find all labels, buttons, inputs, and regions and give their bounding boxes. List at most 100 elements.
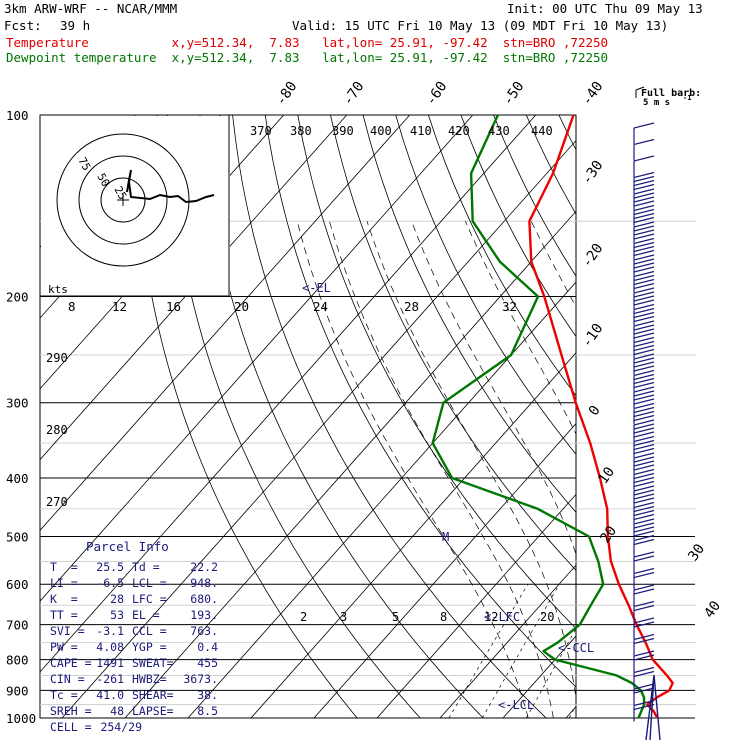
wind-barb-flag <box>633 324 655 331</box>
parcel-key: SREH = <box>50 704 92 718</box>
mixing-ratio-label: 5 <box>392 610 399 624</box>
wind-barb-flag <box>633 183 655 191</box>
pressure-label-200: 200 <box>6 290 29 305</box>
parcel-key: TT = <box>50 608 78 622</box>
hodograph-unit-label: kts <box>48 283 68 296</box>
isotherm-label: -20 <box>579 241 607 271</box>
pressure-label-300: 300 <box>6 396 29 411</box>
parcel-key: SHEAR= <box>132 688 174 702</box>
wind-barb-flag <box>633 555 655 562</box>
parcel-value: 948. <box>190 576 218 590</box>
parcel-value: 193. <box>190 608 218 622</box>
parcel-value: 53 <box>110 608 124 622</box>
parcel-key: K = <box>50 592 78 606</box>
isotherm-label: -40 <box>579 79 607 109</box>
isotherm-label: 20 <box>597 523 620 546</box>
wind-barb-flag <box>633 225 655 232</box>
parcel-key: HWBZ= <box>132 672 167 686</box>
wind-barb-flag <box>633 414 655 422</box>
wind-barb-flag <box>633 480 655 488</box>
pressure-label-600: 600 <box>6 577 29 592</box>
theta-label: 370 <box>250 124 272 138</box>
dry-adiabat-line <box>689 115 740 731</box>
isotherm-line <box>40 115 348 461</box>
isotherm-line <box>376 493 576 718</box>
barb-legend-units: 5 m s <box>643 98 670 108</box>
theta-label: 390 <box>332 124 354 138</box>
wind-barb-flag <box>633 291 655 298</box>
wind-barb-flag <box>633 485 655 492</box>
wind-barb-flag <box>633 179 655 187</box>
isotherm-label: 40 <box>701 598 724 621</box>
mixing-ratio-label: 8 <box>440 610 447 624</box>
wind-barb-flag <box>633 390 655 397</box>
parcel-value: 1491 <box>96 656 124 670</box>
mixing-ratio-label: 12 <box>484 610 498 624</box>
level-marker: M <box>442 530 449 544</box>
parcel-value: 28 <box>110 592 124 606</box>
wind-barb-flag <box>633 266 655 273</box>
dry-adiabat-group <box>134 115 740 731</box>
valid-time: Valid: 15 UTC Fri 10 May 13 (09 MDT Fri … <box>292 18 669 33</box>
dry-adiabat-line <box>592 115 740 731</box>
theta-label: 430 <box>488 124 510 138</box>
barb-legend: Full barb:5 m s -1 <box>635 86 701 108</box>
theta-side-label: 280 <box>46 423 68 437</box>
parcel-key: LI = <box>50 576 78 590</box>
isotherm-line <box>40 115 411 531</box>
parcel-key: SVI = <box>50 624 85 638</box>
wind-barb-flag <box>633 381 655 389</box>
parcel-key: LAPSE= <box>132 704 174 718</box>
wind-barb-flag <box>633 254 655 261</box>
wind-barb-flag <box>633 204 655 212</box>
theta-label: 400 <box>370 124 392 138</box>
moist-adiabat-line <box>329 221 554 718</box>
wind-barb-flag <box>633 402 655 410</box>
wind-barb-flag <box>633 493 655 500</box>
wind-barb-flag <box>633 311 655 319</box>
hodograph-tick-label: 16 <box>166 299 181 314</box>
wind-barb-flag <box>633 604 655 612</box>
isotherm-label: -50 <box>500 79 528 109</box>
barb-legend-exponent: -1 <box>683 94 691 102</box>
pressure-label-900: 900 <box>6 683 29 698</box>
wind-barb-flag <box>633 295 655 302</box>
wind-barb-flag <box>633 344 655 352</box>
wind-barb-flag <box>633 633 655 641</box>
wind-barb-flag <box>633 200 655 207</box>
init-time: Init: 00 UTC Thu 09 May 13 <box>507 1 703 16</box>
hodograph-tick-label: 20 <box>234 299 249 314</box>
parcel-key: LFC = <box>132 592 167 606</box>
parcel-key: SWEAT= <box>132 656 174 670</box>
hodograph-tick-label: 24 <box>313 299 328 314</box>
parcel-key: PW = <box>50 640 78 654</box>
dry-adiabat-line <box>134 115 358 718</box>
temperature-trace <box>528 114 674 719</box>
hodograph-ring <box>100 177 146 223</box>
wind-barb-flag <box>633 155 655 162</box>
parcel-value: -3.1 <box>96 624 124 638</box>
parcel-key: YGP = <box>132 640 167 654</box>
moist-adiabat-line <box>366 221 576 701</box>
wind-barb-flag <box>633 287 655 294</box>
dry-adiabat-line <box>166 115 421 718</box>
wind-barb-flag <box>633 307 655 315</box>
wind-barb-flag <box>633 258 655 265</box>
wind-barb-flag <box>633 522 655 529</box>
theta-label: 420 <box>448 124 470 138</box>
parcel-key: Tc = <box>50 688 78 702</box>
wind-barb-flag <box>633 497 655 504</box>
mixing-ratio-label: 2 <box>300 610 307 624</box>
parcel-info-title: Parcel Info <box>86 539 169 554</box>
isotherm-label: -10 <box>579 321 607 351</box>
wind-barb-flag <box>633 122 655 129</box>
wind-barb-flag <box>633 435 655 443</box>
parcel-key: CCL = <box>132 624 167 638</box>
dry-adiabat-line <box>264 115 576 688</box>
dry-adiabat-line <box>297 115 576 630</box>
wind-barb-flag <box>633 410 655 418</box>
parcel-value: 8.5 <box>197 704 218 718</box>
wind-barb-flag <box>633 423 655 430</box>
isotherm-line <box>61 139 576 718</box>
wind-barb-flag <box>633 489 655 496</box>
